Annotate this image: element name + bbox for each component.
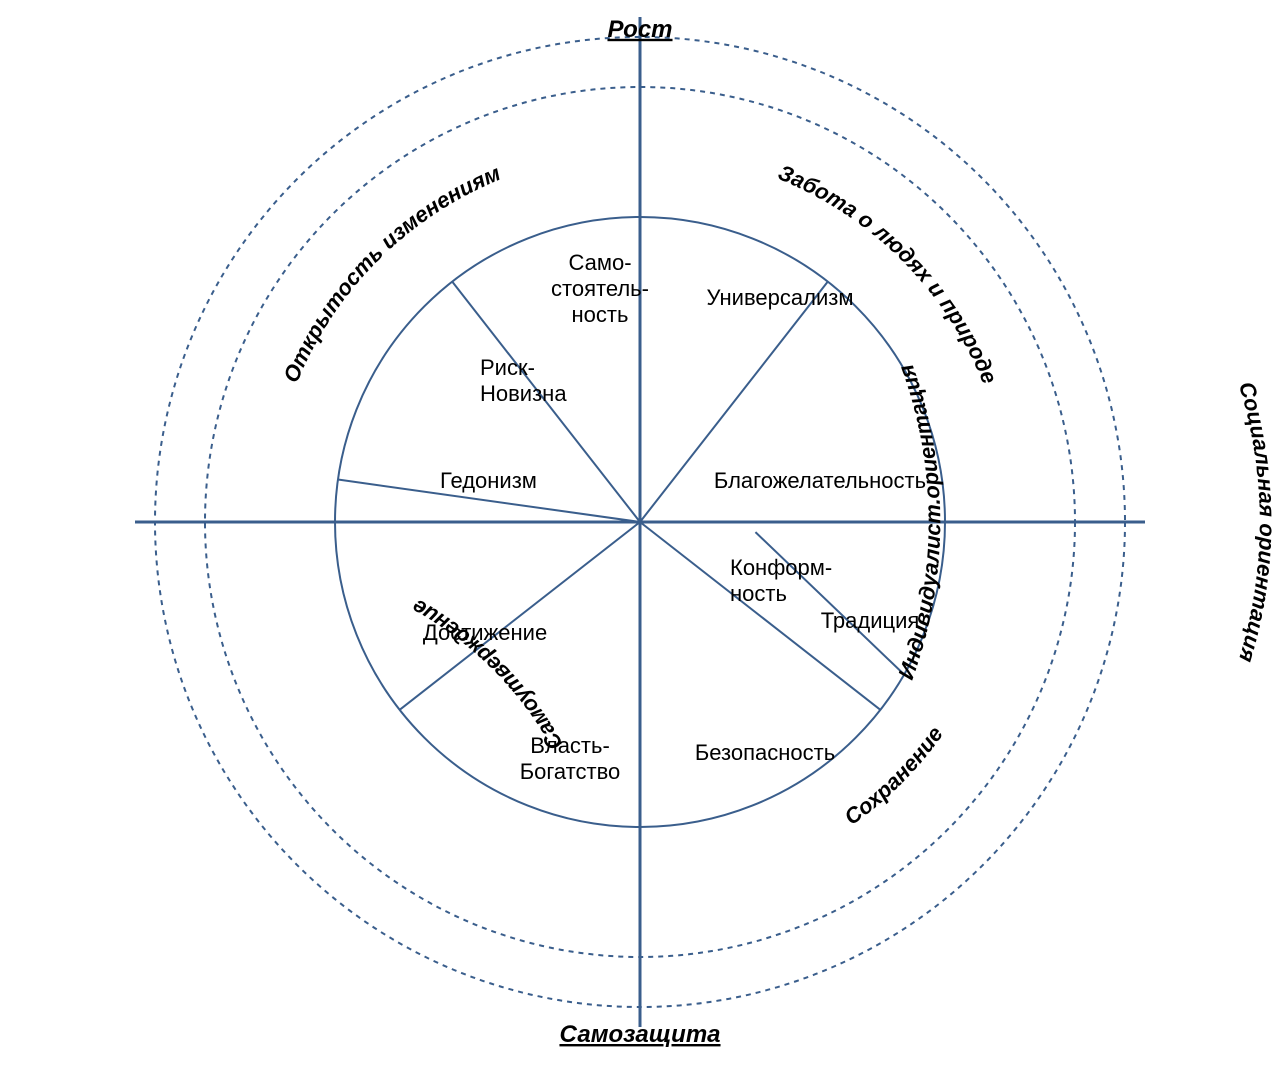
inner-value-label: Универсализм — [707, 285, 854, 310]
pole-label-bottom: Самозащита — [559, 1021, 720, 1048]
pole-label-top: Рост — [607, 16, 672, 43]
inner-value-label: Конформ-ность — [730, 555, 832, 606]
inner-value-label: Достижение — [423, 620, 547, 645]
middle-ring-label: Забота о людях и природе — [775, 160, 1003, 388]
inner-value-label: Власть-Богатство — [520, 733, 621, 784]
inner-value-label: Благожелательность — [714, 468, 926, 493]
inner-value-label: Гедонизм — [440, 468, 537, 493]
middle-ring-label: Самоутверждение — [408, 594, 568, 754]
inner-value-label: Безопасность — [695, 740, 835, 765]
middle-ring-label: Открытость изменениям — [278, 160, 504, 386]
values-circle-diagram: РостСамозащитаИндивидуалист.ориентацияСо… — [0, 0, 1280, 1066]
inner-value-label: Само-стоятель-ность — [551, 250, 649, 327]
outer-ring-label: Социальная ориентация — [1234, 379, 1280, 665]
inner-value-label: Традиция — [821, 608, 920, 633]
inner-value-label: Риск-Новизна — [480, 355, 567, 406]
